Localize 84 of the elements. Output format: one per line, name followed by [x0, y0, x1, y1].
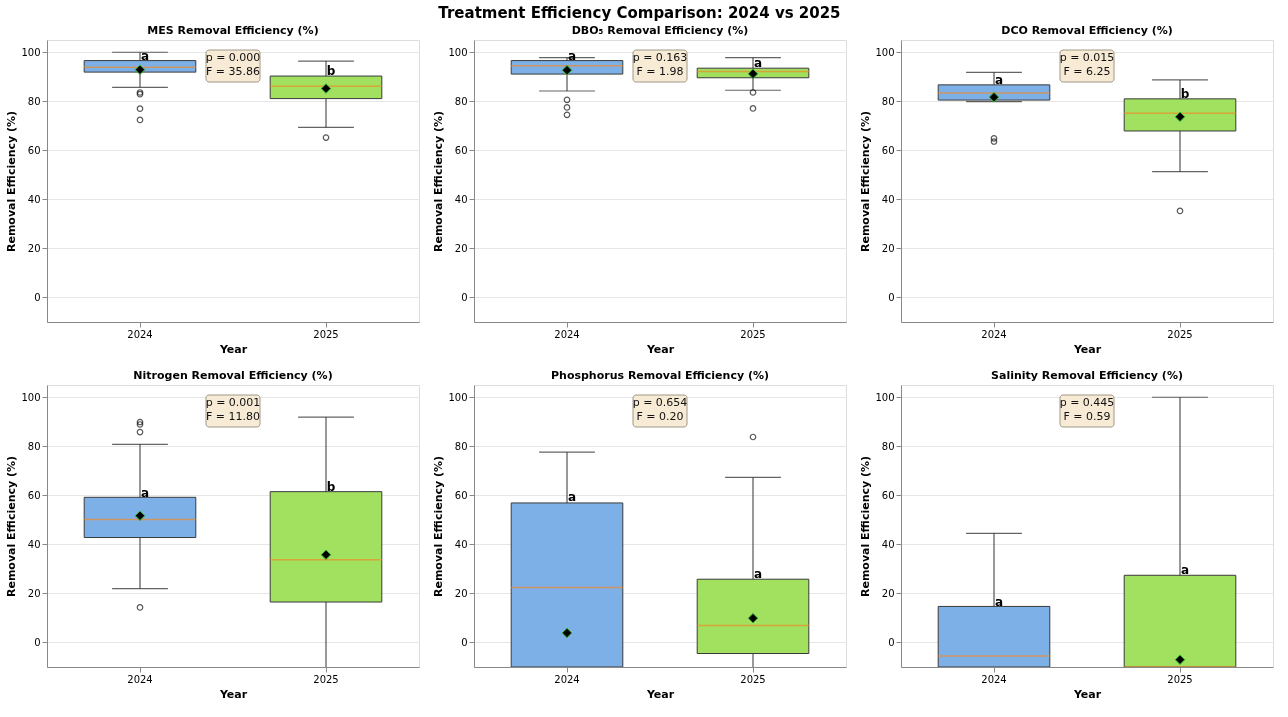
x-tick-label: 2024 — [981, 328, 1007, 340]
y-tick-label: 0 — [461, 291, 468, 303]
annotation: p = 0.654 F = 0.20 — [632, 396, 688, 423]
annotation: a — [567, 490, 577, 505]
y-tick-label: 20 — [881, 242, 895, 254]
x-tick-label: 2024 — [127, 673, 153, 685]
y-tick-label: 100 — [448, 46, 468, 58]
chart-title: Nitrogen Removal Efficiency (%) — [133, 369, 333, 382]
x-axis-title: Year — [645, 687, 675, 701]
x-tick-label: 2025 — [740, 328, 766, 340]
y-tick-label: 40 — [881, 538, 895, 550]
chart-title: Phosphorus Removal Efficiency (%) — [551, 369, 769, 382]
annotation: p = 0.015 F = 6.25 — [1059, 51, 1115, 78]
y-axis-title: Removal Efficiency (%) — [432, 455, 446, 598]
x-axis-title: Year — [645, 342, 675, 356]
y-tick-label: 100 — [448, 391, 468, 403]
chart-title: MES Removal Efficiency (%) — [147, 24, 319, 37]
y-tick-label: 0 — [34, 636, 41, 648]
y-tick-label: 0 — [461, 636, 468, 648]
y-tick-label: 0 — [34, 291, 41, 303]
annotation: p = 0.000 F = 35.86 — [205, 51, 261, 78]
y-tick-label: 20 — [454, 242, 468, 254]
y-tick-label: 40 — [454, 193, 468, 205]
y-tick-label: 80 — [454, 440, 468, 452]
annotation: a — [994, 72, 1004, 87]
y-tick-label: 80 — [881, 95, 895, 107]
x-tick-label: 2024 — [127, 328, 153, 340]
y-tick-label: 60 — [881, 144, 895, 156]
x-axis-title: Year — [1072, 342, 1102, 356]
annotation: a — [140, 485, 150, 500]
y-tick-label: 80 — [27, 95, 41, 107]
y-tick-label: 80 — [27, 440, 41, 452]
annotation: b — [326, 479, 336, 494]
x-axis-title: Year — [1072, 687, 1102, 701]
y-tick-label: 40 — [27, 193, 41, 205]
y-tick-label: 100 — [21, 391, 41, 403]
y-tick-label: 80 — [454, 95, 468, 107]
y-tick-label: 60 — [454, 489, 468, 501]
annotation: b — [326, 64, 336, 79]
x-tick-label: 2025 — [313, 673, 339, 685]
chart-title: DCO Removal Efficiency (%) — [1001, 24, 1173, 37]
y-tick-label: 20 — [881, 587, 895, 599]
x-tick-label: 2024 — [554, 328, 580, 340]
y-axis-title: Removal Efficiency (%) — [5, 455, 19, 598]
y-tick-label: 20 — [27, 242, 41, 254]
y-tick-label: 60 — [454, 144, 468, 156]
y-tick-label: 80 — [881, 440, 895, 452]
y-tick-label: 20 — [454, 587, 468, 599]
annotation: p = 0.445 F = 0.59 — [1059, 396, 1115, 423]
chart-title: Salinity Removal Efficiency (%) — [991, 369, 1183, 382]
x-tick-label: 2024 — [981, 673, 1007, 685]
x-tick-label: 2024 — [554, 673, 580, 685]
annotation: a — [1180, 563, 1190, 578]
y-tick-label: 60 — [881, 489, 895, 501]
y-axis-title: Removal Efficiency (%) — [859, 110, 873, 253]
y-tick-label: 0 — [888, 291, 895, 303]
y-axis-title: Removal Efficiency (%) — [5, 110, 19, 253]
y-tick-label: 40 — [454, 538, 468, 550]
y-tick-label: 100 — [21, 46, 41, 58]
y-tick-label: 60 — [27, 144, 41, 156]
x-tick-label: 2025 — [1167, 673, 1193, 685]
y-axis-title: Removal Efficiency (%) — [432, 110, 446, 253]
y-tick-label: 100 — [875, 46, 895, 58]
annotation: a — [753, 55, 763, 70]
annotation: a — [994, 594, 1004, 609]
x-tick-label: 2025 — [1167, 328, 1193, 340]
text: Treatment Efficiency Comparison: 2024 vs 2025 — [438, 3, 841, 22]
y-tick-label: 100 — [875, 391, 895, 403]
annotation: p = 0.001 F = 11.80 — [205, 396, 261, 423]
chart-title: DBO₅ Removal Efficiency (%) — [571, 24, 749, 37]
x-tick-label: 2025 — [313, 328, 339, 340]
x-axis-title: Year — [218, 687, 248, 701]
y-tick-label: 40 — [881, 193, 895, 205]
annotation: a — [753, 567, 763, 582]
y-tick-label: 60 — [27, 489, 41, 501]
y-axis-title: Removal Efficiency (%) — [859, 455, 873, 598]
annotation: p = 0.163 F = 1.98 — [632, 51, 688, 78]
x-tick-label: 2025 — [740, 673, 766, 685]
y-tick-label: 40 — [27, 538, 41, 550]
annotation: b — [1180, 86, 1190, 101]
annotation: a — [140, 48, 150, 63]
y-tick-label: 0 — [888, 636, 895, 648]
y-tick-label: 20 — [27, 587, 41, 599]
x-axis-title: Year — [218, 342, 248, 356]
